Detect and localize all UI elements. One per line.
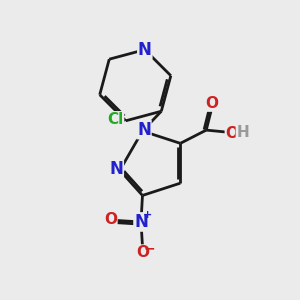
Text: Cl: Cl (107, 112, 124, 127)
Text: −: − (144, 242, 156, 256)
Text: N: N (134, 213, 148, 231)
Text: N: N (110, 160, 123, 178)
Text: N: N (138, 41, 152, 59)
Text: O: O (206, 96, 219, 111)
Text: O: O (225, 125, 239, 140)
Text: O: O (104, 212, 117, 227)
Text: H: H (236, 125, 249, 140)
Text: O: O (136, 245, 149, 260)
Text: +: + (143, 210, 152, 220)
Text: N: N (137, 121, 151, 139)
